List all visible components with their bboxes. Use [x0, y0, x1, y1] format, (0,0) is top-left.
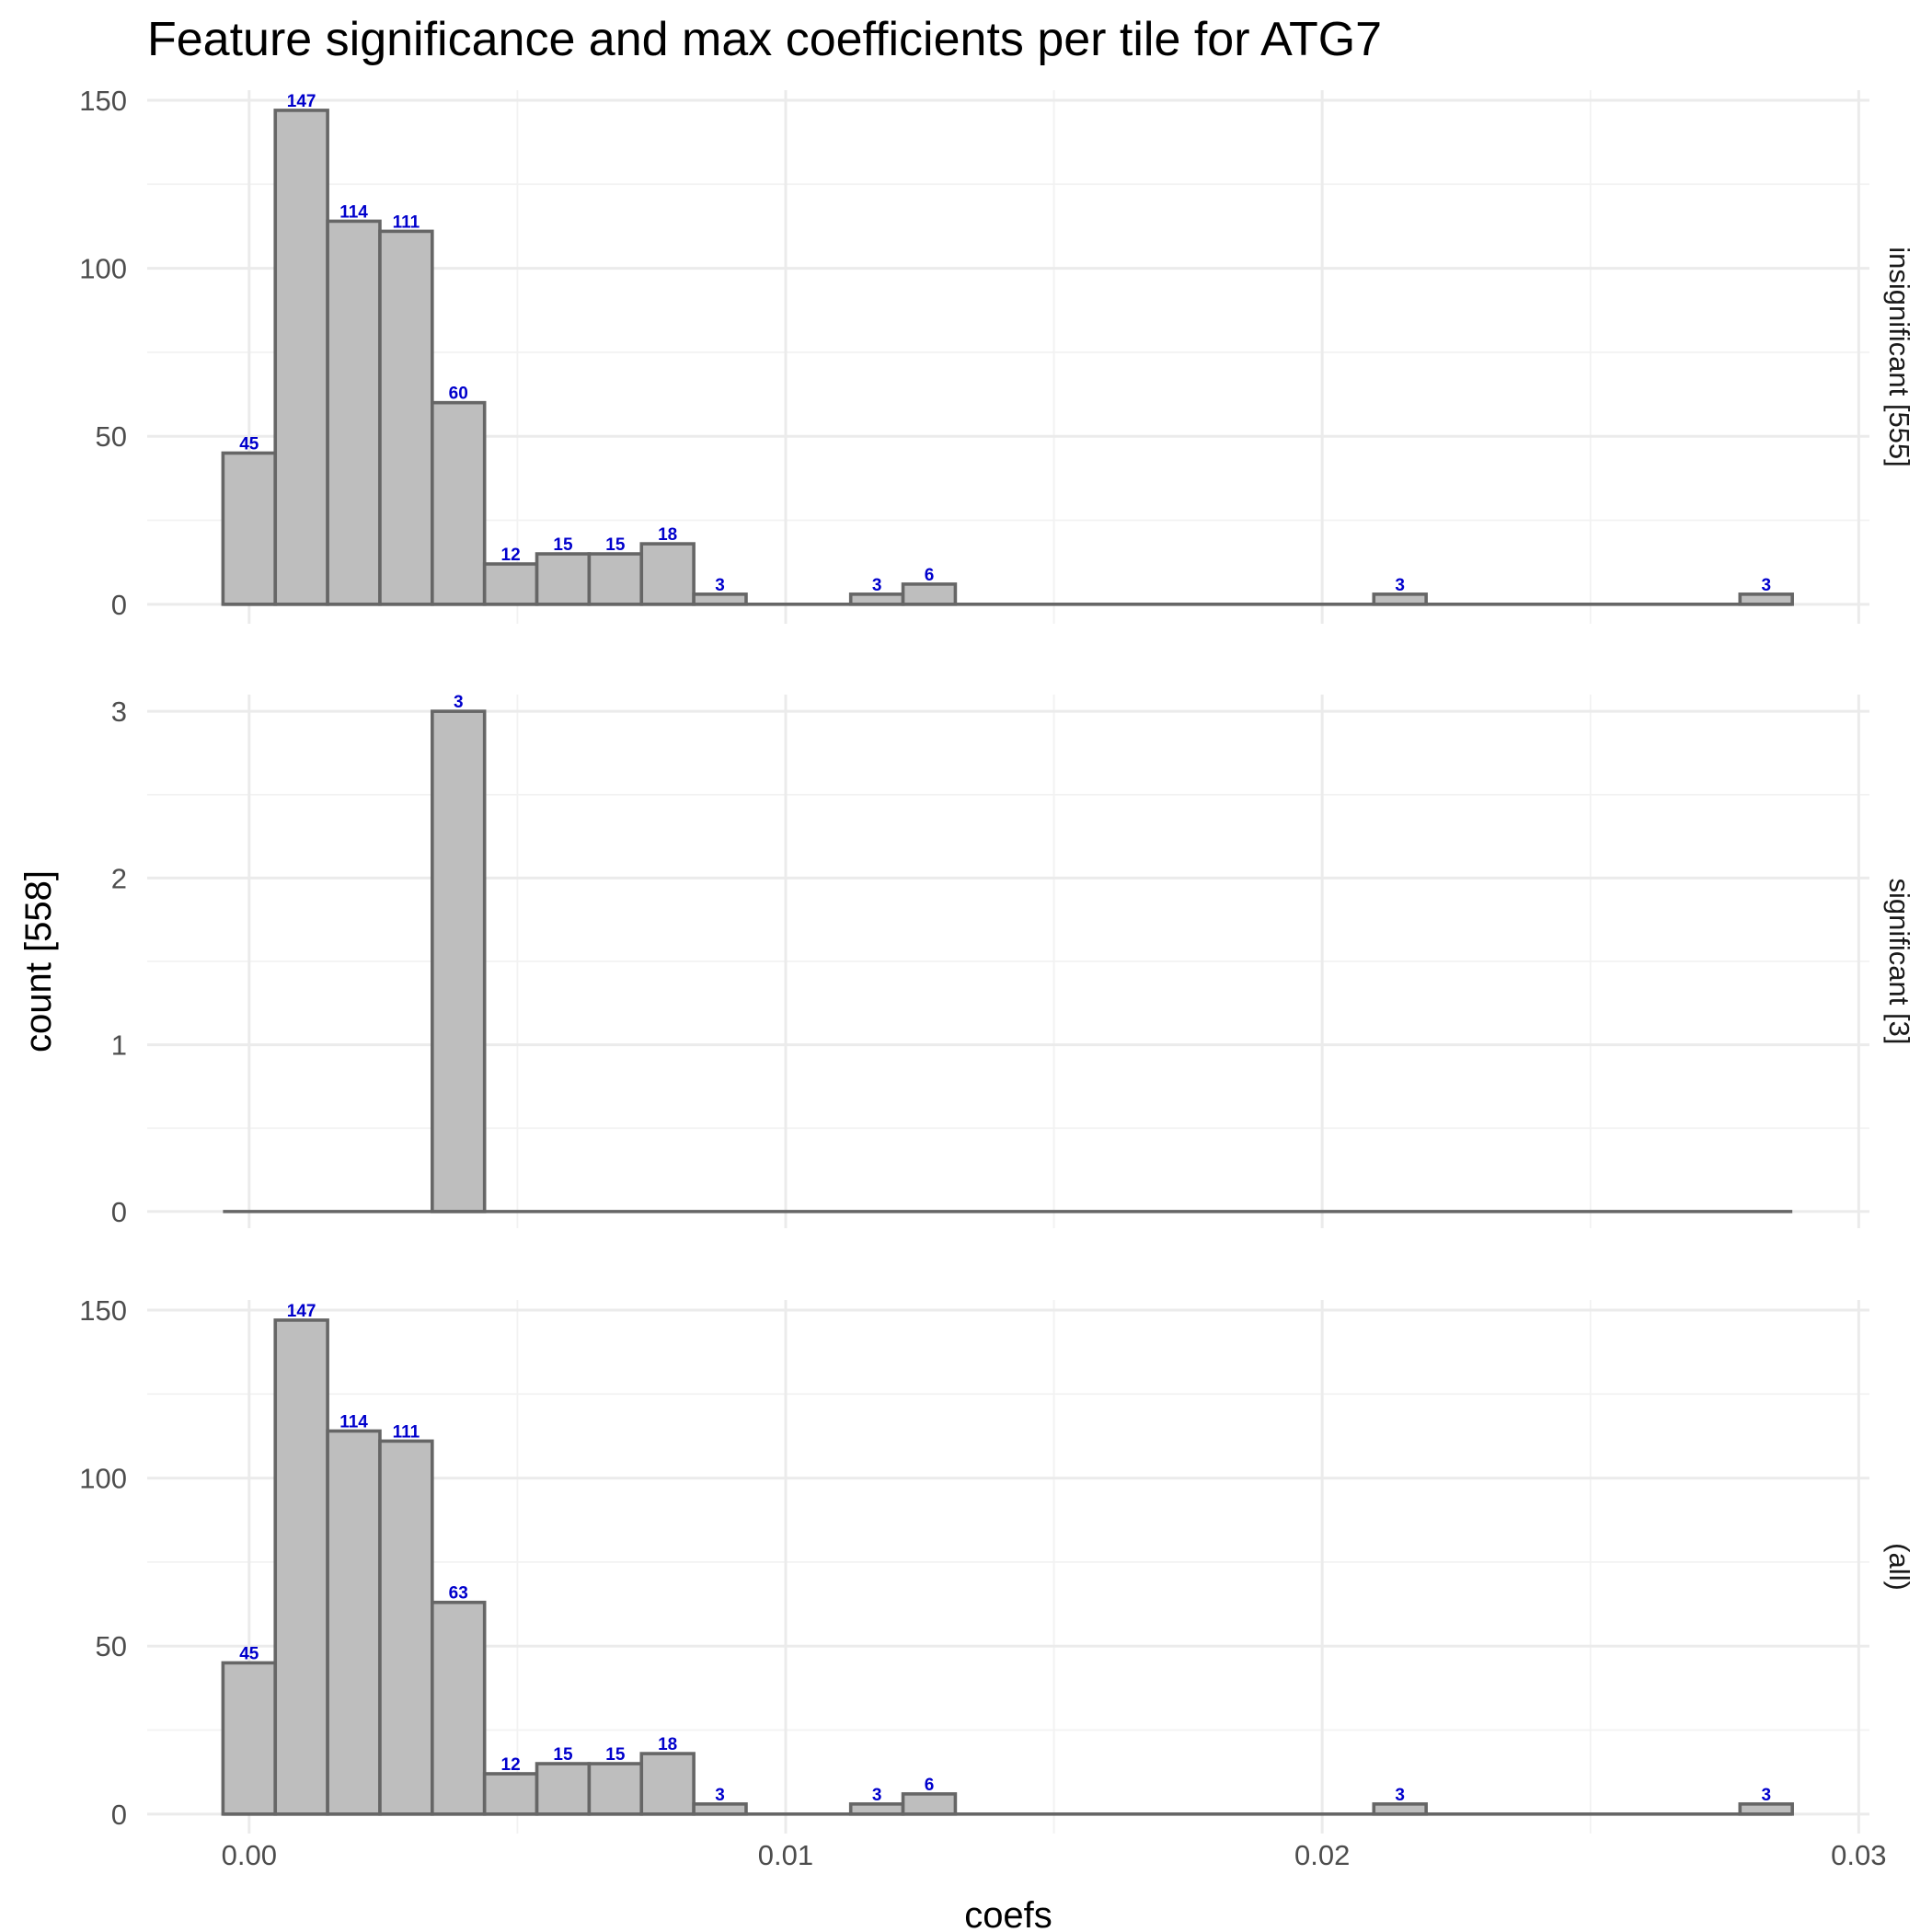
bar-count-label: 6	[925, 1776, 935, 1795]
facet-strip-label: insignificant [555]	[1883, 247, 1915, 467]
histogram-bar	[587, 1762, 644, 1816]
y-tick-label: 0	[111, 589, 127, 621]
histogram-bar	[901, 582, 958, 606]
bar-count-label: 15	[605, 535, 626, 555]
y-tick-label: 2	[111, 862, 127, 894]
bar-count-label: 3	[1761, 576, 1771, 595]
histogram-bar	[482, 562, 539, 606]
bar-count-label: 3	[872, 1786, 882, 1805]
bar-count-label: 147	[287, 1302, 316, 1321]
histogram-bar	[431, 1600, 487, 1816]
bar-count-label: 15	[553, 1745, 573, 1765]
y-tick-label: 1	[111, 1029, 127, 1062]
x-axis-title: coefs	[964, 1895, 1052, 1932]
bar-count-label: 60	[449, 385, 468, 404]
x-tick-label: 0.01	[758, 1839, 813, 1871]
histogram-bar	[378, 1439, 434, 1816]
bar-count-label: 147	[287, 92, 316, 111]
histogram-bar	[431, 709, 487, 1213]
histogram-bar	[431, 400, 487, 606]
bar-count-label: 15	[605, 1745, 626, 1765]
histogram-bar	[273, 109, 329, 606]
bar-count-label: 3	[1395, 576, 1405, 595]
histogram-bar	[482, 1772, 539, 1816]
histogram-bar	[1372, 592, 1428, 606]
y-tick-label: 100	[79, 1463, 127, 1495]
histogram-bar	[1738, 1802, 1794, 1816]
histogram-bar	[326, 1429, 382, 1816]
histogram-bar	[1372, 1802, 1428, 1816]
histogram-bar	[587, 552, 644, 606]
y-tick-label: 0	[111, 1799, 127, 1831]
bar-count-label: 45	[239, 434, 259, 454]
y-tick-label: 100	[79, 253, 127, 285]
histogram-bar	[326, 219, 382, 606]
bar-count-label: 3	[1761, 1786, 1771, 1805]
bar-count-label: 3	[715, 1786, 725, 1805]
bar-count-label: 3	[454, 693, 464, 712]
y-tick-label: 150	[79, 1294, 127, 1327]
bar-count-label: 6	[925, 566, 935, 585]
x-tick-label: 0.00	[222, 1839, 277, 1871]
y-tick-label: 50	[96, 420, 127, 453]
y-axis-title: count [558]	[18, 870, 59, 1052]
bar-count-label: 18	[658, 525, 677, 545]
x-tick-label: 0.03	[1831, 1839, 1886, 1871]
histogram-bar	[1738, 592, 1794, 606]
histogram-bar	[901, 1792, 958, 1816]
y-tick-label: 150	[79, 85, 127, 117]
bar-count-label: 114	[339, 202, 368, 222]
bar-count-label: 18	[658, 1735, 677, 1754]
x-axis-ticks: 0.00 0.01 0.02 0.03	[222, 1839, 1887, 1871]
bar-count-label: 3	[872, 576, 882, 595]
histogram-bar	[639, 1752, 696, 1816]
bar-count-label: 111	[393, 213, 420, 232]
bar-count-label: 15	[553, 535, 573, 555]
histogram-bar	[378, 229, 434, 606]
y-tick-label: 0	[111, 1196, 127, 1228]
chart-title: Feature significance and max coefficient…	[147, 13, 1382, 66]
bar-count-label: 114	[339, 1412, 368, 1432]
bar-count-label: 3	[1395, 1786, 1405, 1805]
facet-panel: 0 1 2 3 3 significant [3]	[111, 693, 1915, 1228]
histogram-bar	[535, 552, 592, 606]
bar-count-label: 111	[393, 1422, 420, 1442]
histogram-bar	[692, 1802, 748, 1816]
histogram-bar	[848, 1802, 905, 1816]
bar-count-label: 12	[501, 1755, 521, 1775]
histogram-bar	[221, 451, 278, 606]
bar-count-label: 12	[501, 546, 521, 565]
bar-count-label: 63	[449, 1584, 468, 1604]
histogram-bar	[848, 592, 905, 606]
bar-count-label: 3	[715, 576, 725, 595]
y-tick-label: 3	[111, 696, 127, 728]
y-tick-label: 50	[96, 1630, 127, 1662]
histogram-bar	[273, 1318, 329, 1816]
facet-strip-label: significant [3]	[1883, 879, 1915, 1045]
histogram-bar	[692, 592, 748, 606]
histogram-bar	[535, 1762, 592, 1816]
histogram-bar	[639, 542, 696, 606]
facet-strip-label: (all)	[1883, 1543, 1915, 1591]
x-tick-label: 0.02	[1294, 1839, 1350, 1871]
bar-count-label: 45	[239, 1644, 259, 1663]
histogram-bar	[221, 1661, 278, 1816]
facet-panel: 0 50 100 150 45 147 114 111 60 12 15 15 18 3 3 6 3 3 insig…	[79, 85, 1915, 624]
